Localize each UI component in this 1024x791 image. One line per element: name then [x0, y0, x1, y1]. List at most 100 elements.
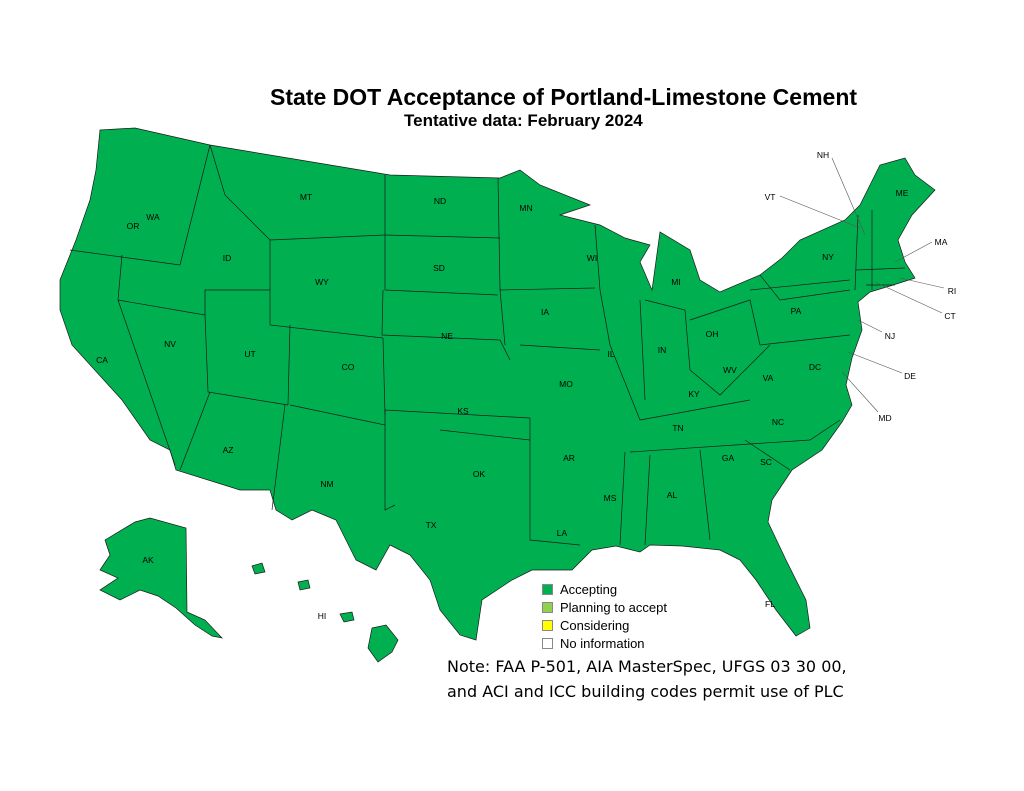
state-borders — [69, 144, 906, 546]
legend-item-considering: Considering — [542, 616, 667, 634]
hawaii-big-shape — [367, 624, 399, 663]
state-label-de: DE — [904, 371, 916, 381]
state-label-wv: WV — [723, 365, 737, 375]
state-label-wi: WI — [587, 253, 597, 263]
state-label-ia: IA — [541, 307, 549, 317]
state-border — [289, 404, 531, 426]
contiguous-us-shape — [59, 127, 936, 641]
state-label-tx: TX — [426, 520, 437, 530]
leader-line-ma — [894, 241, 933, 263]
state-border — [499, 287, 596, 291]
state-border — [179, 391, 211, 471]
state-label-in: IN — [658, 345, 667, 355]
state-label-me: ME — [896, 188, 909, 198]
state-border — [271, 404, 286, 511]
state-border — [269, 234, 386, 241]
state-labels: WA OR CA NV ID MT WY UT AZ CO NM ND SD NE KS OK TX MN IA MO… — [96, 150, 956, 621]
state-border — [744, 439, 791, 471]
legend-item-no-information: No information — [542, 634, 667, 652]
state-border — [69, 249, 181, 266]
state-border — [629, 419, 841, 453]
state-label-pa: PA — [791, 306, 802, 316]
legend-swatch — [542, 637, 553, 649]
state-label-vt: VT — [765, 192, 776, 202]
legend-item-planning: Planning to accept — [542, 598, 667, 616]
state-label-tn: TN — [672, 423, 683, 433]
legend-label: Considering — [560, 617, 630, 633]
land-shapes — [59, 127, 936, 663]
state-label-il: IL — [607, 349, 614, 359]
state-label-mi: MI — [671, 277, 680, 287]
state-label-ma: MA — [935, 237, 948, 247]
state-border — [619, 451, 626, 546]
state-label-mo: MO — [559, 379, 573, 389]
state-label-ne: NE — [441, 331, 453, 341]
legend-item-accepting: Accepting — [542, 580, 667, 598]
map-subtitle: Tentative data: February 2024 — [404, 111, 643, 130]
state-border — [639, 299, 646, 401]
note-line: Note: FAA P-501, AIA MasterSpec, UFGS 03… — [447, 657, 847, 676]
state-border — [854, 214, 859, 291]
hawaii-oahu-shape — [297, 579, 311, 591]
state-border — [384, 425, 396, 511]
state-border — [749, 279, 851, 291]
state-border — [855, 267, 906, 271]
state-border — [382, 337, 386, 416]
map-title: State DOT Acceptance of Portland-Limesto… — [270, 84, 858, 110]
state-border — [759, 334, 851, 346]
state-border — [519, 344, 601, 351]
state-label-nm: NM — [320, 479, 333, 489]
state-label-nd: ND — [434, 196, 446, 206]
hawaii-maui-shape — [339, 611, 355, 623]
state-border — [384, 175, 499, 296]
state-label-ca: CA — [96, 355, 108, 365]
state-border — [689, 344, 771, 396]
leader-line-ri — [899, 277, 945, 289]
state-border — [384, 234, 501, 239]
leader-line-md — [841, 371, 879, 413]
state-border — [381, 289, 511, 361]
state-label-sd: SD — [433, 263, 445, 273]
state-border — [529, 418, 581, 546]
state-border — [689, 299, 761, 346]
leader-line-nj — [857, 319, 883, 333]
state-border — [117, 299, 206, 316]
state-label-id: ID — [223, 253, 232, 263]
state-label-md: MD — [878, 413, 891, 423]
state-label-dc: DC — [809, 362, 821, 372]
state-border — [594, 224, 601, 291]
state-label-co: CO — [342, 362, 355, 372]
state-label-hi: HI — [318, 611, 327, 621]
state-label-ny: NY — [822, 252, 834, 262]
legend-label: Planning to accept — [560, 599, 667, 615]
state-label-sc: SC — [760, 457, 772, 467]
state-border — [204, 314, 289, 406]
note-line: and ACI and ICC building codes permit us… — [447, 682, 844, 701]
state-label-va: VA — [763, 373, 774, 383]
state-border — [204, 289, 270, 315]
state-border — [644, 454, 651, 546]
state-label-oh: OH — [706, 329, 719, 339]
legend-swatch — [542, 619, 553, 631]
state-border — [499, 289, 506, 346]
state-label-wa: WA — [146, 212, 160, 222]
state-label-la: LA — [557, 528, 568, 538]
state-border — [209, 144, 271, 290]
note: Note: FAA P-501, AIA MasterSpec, UFGS 03… — [447, 654, 847, 704]
state-label-mt: MT — [300, 192, 312, 202]
state-label-ga: GA — [722, 453, 735, 463]
state-border — [699, 449, 711, 541]
state-border — [639, 399, 751, 421]
state-border — [644, 299, 691, 371]
state-label-ms: MS — [604, 493, 617, 503]
leader-line-ct — [874, 281, 943, 314]
legend-label: No information — [560, 635, 645, 651]
leader-line-vt — [779, 195, 861, 229]
state-border — [439, 429, 531, 441]
state-label-ct: CT — [944, 311, 955, 321]
state-label-ky: KY — [688, 389, 700, 399]
state-label-nh: NH — [817, 150, 829, 160]
state-label-ri: RI — [948, 286, 957, 296]
state-label-nv: NV — [164, 339, 176, 349]
